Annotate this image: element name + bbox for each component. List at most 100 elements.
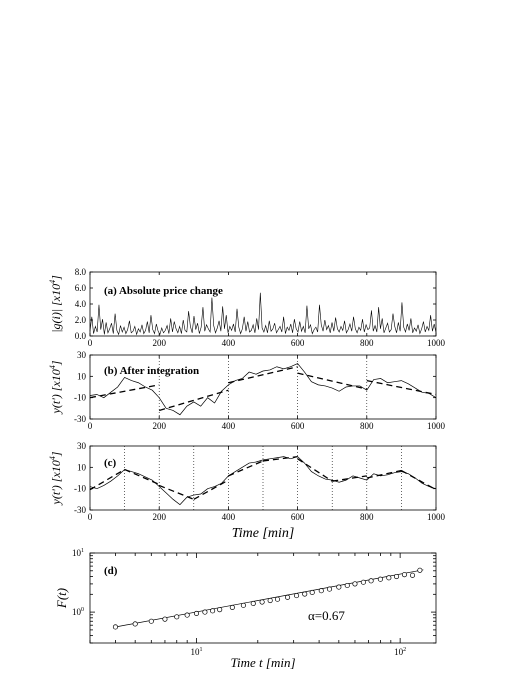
panel-b-fit-segment [228, 366, 298, 384]
panel-c-title: (c) [104, 457, 117, 469]
panel-b-x-tick-label: 200 [152, 421, 166, 431]
panel-d-y-axis-label: F(t) [54, 588, 69, 609]
panel-d-data-point [377, 576, 383, 582]
panel-d-data-point [344, 582, 350, 589]
panel-d-data-point [302, 591, 308, 597]
panel-c-fit-segment [124, 468, 160, 485]
panel-c-fit-segment [262, 456, 298, 462]
panel-c-ticks: 0 200 400 600 800 1000 -30 -10 10 30 [74, 441, 446, 522]
panel-b-x-tick-label: 0 [88, 421, 93, 431]
panel-b-x-tick-label: 600 [291, 421, 305, 431]
panel-d-title: (d) [104, 565, 118, 577]
panel-d-data-point [148, 618, 154, 624]
panel-d-data-point [352, 581, 358, 587]
panel-d-data-point [285, 594, 291, 600]
panel-c-y-tick-label: 30 [77, 441, 87, 451]
panel-d: 101 102 100 101 (d) α=0.67 F(t) Time t [min… [54, 548, 437, 670]
panel-d-data-point [162, 616, 168, 622]
panel-a-x-tick-label: 0 [88, 338, 93, 348]
panel-a-y-axis-label-exponent: 4 [48, 280, 57, 284]
panel-b-x-tick-label: 1000 [427, 421, 446, 431]
panel-c: 0 200 400 600 800 1000 -30 -10 10 30 (c) y(t') [x… [48, 441, 446, 541]
panel-d-x-tick-label: 101 [190, 647, 202, 657]
panel-c-x-tick-label: 400 [222, 512, 236, 522]
panel-d-data-point [240, 602, 246, 608]
panel-d-data-point [193, 610, 200, 616]
panel-d-data-point [184, 612, 190, 618]
panel-b-y-axis-label-base: y(t') [x10 [49, 369, 63, 414]
panel-d-data-point [318, 588, 324, 594]
panel-a-series-line [89, 292, 437, 336]
panel-d-data-point [229, 604, 235, 610]
panel-d-points [112, 567, 423, 630]
panel-d-data-point [250, 600, 256, 607]
panel-b-y-axis-label: y(t') [x104] [48, 360, 63, 414]
panel-d-x-tick-label: 102 [394, 647, 406, 657]
panel-d-data-point [132, 621, 138, 627]
panel-d-data-point [202, 609, 208, 615]
panel-c-y-axis-label-base: y(t') [x10 [49, 460, 63, 505]
panel-c-y-tick-label: -10 [74, 484, 86, 494]
panel-c-y-tick-label: -30 [74, 505, 86, 515]
panel-c-x-tick-label: 600 [291, 512, 305, 522]
panel-d-data-point [417, 567, 423, 573]
panel-c-y-tick-label: 10 [77, 462, 87, 472]
panel-c-fit-segment [228, 460, 264, 477]
panel-d-data-point [309, 589, 315, 596]
panel-c-x-tick-label: 800 [360, 512, 374, 522]
panel-a-y-tick-label: 8.0 [75, 267, 87, 277]
panel-d-alpha-annotation: α=0.67 [308, 608, 345, 623]
panel-c-x-tick-label: 1000 [427, 512, 446, 522]
panel-c-y-axis-label-close: ] [49, 451, 63, 457]
panel-c-x-tick-label: 200 [152, 512, 166, 522]
panel-d-data-point [210, 608, 216, 614]
panel-d-data-point [360, 579, 366, 585]
panel-b-fit-segment [366, 379, 437, 396]
panel-d-y-tick-label: 101 [72, 548, 84, 558]
panel-d-data-point [217, 607, 223, 613]
panel-d-data-point [409, 572, 416, 578]
panel-d-data-point [294, 593, 300, 599]
panel-a-y-tick-label: 6.0 [75, 283, 87, 293]
panel-d-ticks: 101 102 100 101 [72, 548, 436, 657]
panel-b-y-tick-label: 10 [77, 371, 87, 381]
panel-d-frame [89, 552, 437, 644]
panel-a-x-tick-label: 600 [291, 338, 305, 348]
panel-d-data-point [259, 599, 265, 605]
panel-b-y-tick-label: -10 [74, 393, 86, 403]
panel-d-data-point [401, 572, 408, 578]
panel-a: 0 200 400 600 800 1000 0.0 2.0 4.0 6.0 8.0 (a) Abs… [48, 267, 446, 348]
panel-d-data-point [393, 573, 400, 580]
panel-b: 0 200 400 600 800 1000 -30 -10 10 30 (b) After in… [48, 350, 446, 431]
panel-a-y-tick-label: 0.0 [75, 331, 87, 341]
panel-c-y-axis-label-exponent: 4 [48, 456, 57, 460]
panel-c-fit-segment [297, 458, 333, 482]
panel-b-frame [89, 354, 437, 420]
panel-b-ticks: 0 200 400 600 800 1000 -30 -10 10 30 [74, 350, 446, 431]
panel-a-y-tick-label: 4.0 [75, 299, 87, 309]
panel-a-y-axis-label-base: |g(i)| [x10 [49, 284, 63, 333]
panel-a-y-tick-label: 2.0 [75, 315, 87, 325]
panel-b-fit-segment [297, 372, 367, 390]
panel-c-fit-lines [89, 456, 437, 500]
panel-c-fit-segment [332, 475, 367, 482]
panel-b-y-axis-label-close: ] [49, 360, 63, 366]
panel-d-data-point [326, 586, 333, 592]
panel-a-y-axis-label: |g(i)| [x104] [48, 275, 63, 333]
panel-b-fit-segment [89, 384, 160, 399]
panel-c-y-axis-label: y(t') [x104] [48, 451, 63, 505]
panel-c-fit-segment [193, 479, 229, 500]
panel-b-x-tick-label: 400 [222, 421, 236, 431]
panel-b-y-tick-label: -30 [74, 414, 86, 424]
panel-a-x-tick-label: 800 [360, 338, 374, 348]
panel-c-fit-segment [89, 468, 125, 491]
panel-d-data-point [274, 596, 281, 602]
panel-d-data-point [174, 614, 180, 620]
panel-a-x-tick-label: 400 [222, 338, 236, 348]
panel-c-x-tick-label: 0 [88, 512, 93, 522]
panel-c-x-axis-label: Time [min] [232, 526, 295, 541]
panel-c-fit-segment [158, 484, 195, 500]
panel-d-data-point [267, 597, 273, 604]
panel-c-fit-segment [366, 469, 402, 479]
